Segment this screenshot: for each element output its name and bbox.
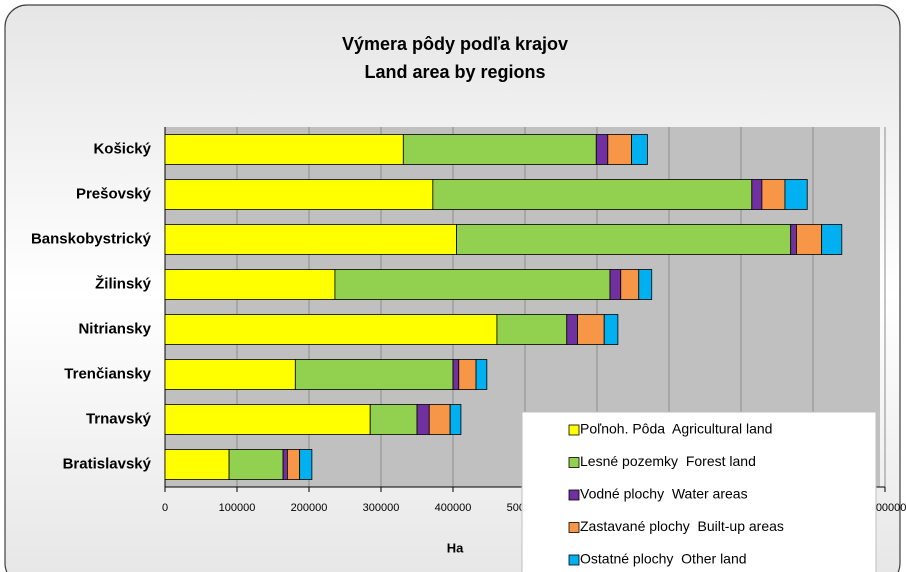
bar-segment — [577, 314, 605, 345]
bar-segment — [603, 314, 619, 345]
bar-segment — [294, 359, 454, 390]
x-tick-label: 300000 — [363, 502, 400, 514]
bar-segment — [432, 179, 753, 210]
bar-segment — [496, 314, 568, 345]
bar-segment — [299, 449, 313, 480]
legend-swatch — [568, 554, 580, 566]
bar-segment — [428, 404, 451, 435]
y-tick-label: Trenčiansky — [64, 365, 151, 382]
x-tick-label: 100000 — [219, 502, 256, 514]
legend-swatch — [568, 457, 580, 468]
bar-segment — [821, 224, 843, 255]
bar-segment — [456, 224, 792, 255]
bar-segment — [164, 359, 296, 390]
bar-segment — [620, 269, 640, 300]
bar-segment — [164, 134, 404, 165]
legend-label: Ostatné plochy Other land — [580, 551, 747, 567]
chart-subtitle: Land area by regions — [364, 62, 545, 82]
bar-segment — [796, 224, 823, 255]
bar-segment — [751, 179, 763, 210]
bar-segment — [475, 359, 488, 390]
y-tick-label: Prešovský — [76, 185, 152, 202]
bar-segment — [609, 269, 622, 300]
x-tick-label: 200000 — [291, 502, 328, 514]
y-tick-label: Banskobystrický — [31, 230, 152, 247]
bar-segment — [631, 134, 648, 165]
bar-segment — [458, 359, 477, 390]
bar-segment — [164, 269, 336, 300]
bar-segment — [761, 179, 786, 210]
legend-box — [521, 411, 877, 572]
bar-segment — [164, 179, 434, 210]
y-tick-label: Košický — [93, 140, 151, 157]
y-tick-label: Žilinský — [95, 274, 152, 292]
legend-label: Vodné plochy Water areas — [580, 486, 748, 502]
bar-segment — [164, 449, 230, 480]
x-tick-label: 400000 — [435, 502, 472, 514]
bar-segment — [607, 134, 632, 165]
legend-label: Zastavané plochy Built-up areas — [580, 518, 784, 534]
bar-segment — [638, 269, 653, 300]
bar-segment — [286, 449, 301, 480]
x-axis-label: Ha — [447, 540, 464, 555]
bar-segment — [164, 224, 458, 255]
bar-segment — [334, 269, 611, 300]
legend-swatch — [568, 522, 580, 533]
legend-swatch — [568, 489, 580, 501]
legend-label: Lesné pozemky Forest land — [580, 453, 756, 469]
legend-label: Poľnoh. Pôda Agricultural land — [580, 421, 772, 437]
bar-segment — [790, 224, 797, 255]
legend-swatch — [568, 424, 580, 436]
bar-segment — [416, 404, 430, 435]
y-tick-label: Nitriansky — [78, 320, 151, 337]
bar-segment — [566, 314, 578, 345]
chart-title: Výmera pôdy podľa krajov — [342, 34, 568, 54]
bar-segment — [595, 134, 609, 165]
y-tick-label: Bratislavský — [63, 455, 152, 472]
bar-segment — [452, 359, 460, 390]
bar-segment — [282, 449, 288, 480]
bar-segment — [228, 449, 284, 480]
bar-segment — [449, 404, 462, 435]
y-tick-label: Trnavský — [86, 410, 152, 427]
bar-segment — [164, 404, 371, 435]
x-tick-label: 0 — [162, 502, 168, 514]
bar-segment — [784, 179, 808, 210]
bar-segment — [369, 404, 418, 435]
bar-segment — [402, 134, 597, 165]
bar-segment — [164, 314, 498, 345]
